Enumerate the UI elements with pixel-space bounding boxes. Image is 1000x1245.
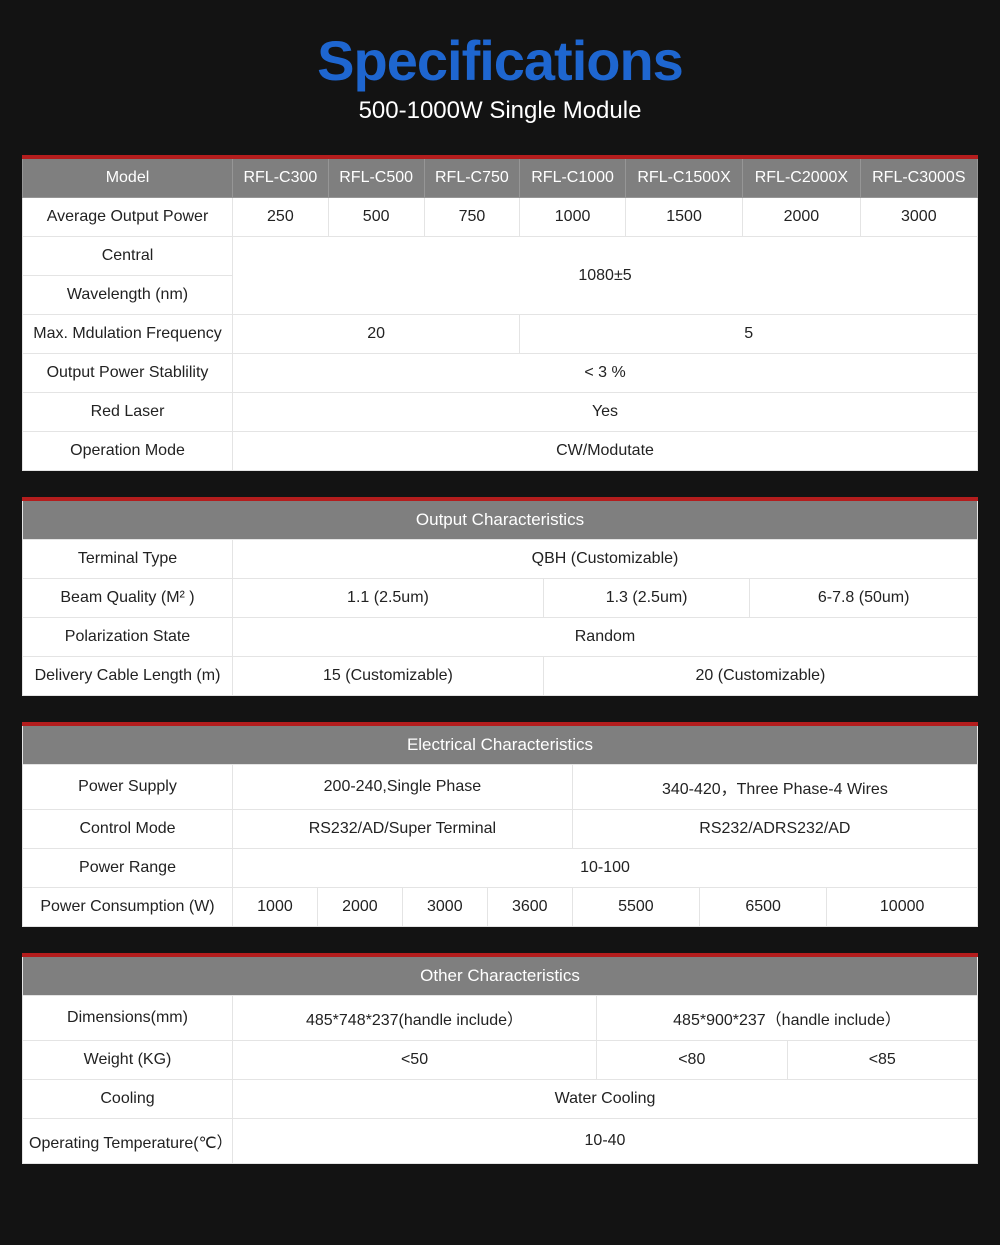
col-model: RFL-C750 bbox=[424, 157, 520, 198]
row-label: Power Supply bbox=[23, 765, 233, 810]
row-label: Delivery Cable Length (m) bbox=[23, 657, 233, 696]
col-model: RFL-C300 bbox=[233, 157, 329, 198]
table-row: Terminal Type QBH (Customizable) bbox=[23, 540, 978, 579]
table-row: Delivery Cable Length (m) 15 (Customizab… bbox=[23, 657, 978, 696]
cell-merged: RS232/ADRS232/AD bbox=[572, 810, 977, 849]
table-row: Weight (KG) <50 <80 <85 bbox=[23, 1041, 978, 1080]
spec-page: Specifications 500-1000W Single Module M… bbox=[0, 0, 1000, 1230]
spec-table-electrical: Electrical Characteristics Power Supply … bbox=[22, 722, 978, 927]
cell-merged: QBH (Customizable) bbox=[233, 540, 978, 579]
cell-merged: RS232/AD/Super Terminal bbox=[233, 810, 573, 849]
cell: 500 bbox=[328, 198, 424, 237]
cell-merged: 5 bbox=[520, 315, 978, 354]
col-model: RFL-C500 bbox=[328, 157, 424, 198]
row-label: Beam Quality (M² ) bbox=[23, 579, 233, 618]
row-label: Terminal Type bbox=[23, 540, 233, 579]
cell: 3000 bbox=[860, 198, 977, 237]
cell: 5500 bbox=[572, 888, 699, 927]
cell-merged: 485*900*237（handle include） bbox=[597, 996, 978, 1041]
cell: 1500 bbox=[625, 198, 742, 237]
table-row: Power Consumption (W) 1000 2000 3000 360… bbox=[23, 888, 978, 927]
col-model: RFL-C2000X bbox=[743, 157, 860, 198]
spec-table-main: Model RFL-C300 RFL-C500 RFL-C750 RFL-C10… bbox=[22, 155, 978, 471]
table-row: Beam Quality (M² ) 1.1 (2.5um) 1.3 (2.5u… bbox=[23, 579, 978, 618]
table-row: Dimensions(mm) 485*748*237(handle includ… bbox=[23, 996, 978, 1041]
row-label: Average Output Power bbox=[23, 198, 233, 237]
cell-merged: <50 bbox=[233, 1041, 597, 1080]
page-subtitle: 500-1000W Single Module bbox=[22, 97, 978, 125]
spec-table-output: Output Characteristics Terminal Type QBH… bbox=[22, 497, 978, 696]
cell-merged: 20 (Customizable) bbox=[543, 657, 977, 696]
table-row: Power Range 10-100 bbox=[23, 849, 978, 888]
cell-merged: 10-100 bbox=[233, 849, 978, 888]
table-row: Max. Mdulation Frequency 20 5 bbox=[23, 315, 978, 354]
table-row: Output Power Stablility < 3 % bbox=[23, 354, 978, 393]
cell: 1000 bbox=[520, 198, 626, 237]
col-model: RFL-C1500X bbox=[625, 157, 742, 198]
table-row: Red Laser Yes bbox=[23, 393, 978, 432]
section-header: Electrical Characteristics bbox=[23, 724, 978, 765]
col-model-label: Model bbox=[23, 157, 233, 198]
row-label: Operation Mode bbox=[23, 432, 233, 471]
row-label: Power Range bbox=[23, 849, 233, 888]
cell-merged: 20 bbox=[233, 315, 520, 354]
row-label: Red Laser bbox=[23, 393, 233, 432]
table-row: Power Supply 200-240,Single Phase 340-42… bbox=[23, 765, 978, 810]
cell-merged: 340-420，Three Phase-4 Wires bbox=[572, 765, 977, 810]
cell: 750 bbox=[424, 198, 520, 237]
section-title: Output Characteristics bbox=[23, 499, 978, 540]
cell-merged: CW/Modutate bbox=[233, 432, 978, 471]
row-label: Polarization State bbox=[23, 618, 233, 657]
page-title: Specifications bbox=[22, 28, 978, 93]
row-label: Cooling bbox=[23, 1080, 233, 1119]
col-model: RFL-C1000 bbox=[520, 157, 626, 198]
cell: 250 bbox=[233, 198, 329, 237]
section-title: Other Characteristics bbox=[23, 955, 978, 996]
table-row: Average Output Power 250 500 750 1000 15… bbox=[23, 198, 978, 237]
table-row: Central 1080±5 bbox=[23, 237, 978, 276]
cell-merged: 10-40 bbox=[233, 1119, 978, 1164]
section-title: Electrical Characteristics bbox=[23, 724, 978, 765]
cell-merged: Yes bbox=[233, 393, 978, 432]
cell-merged: 200-240,Single Phase bbox=[233, 765, 573, 810]
row-label: Weight (KG) bbox=[23, 1041, 233, 1080]
row-label: Operating Temperature(℃） bbox=[23, 1119, 233, 1164]
cell-merged: Random bbox=[233, 618, 978, 657]
cell-merged: 1080±5 bbox=[233, 237, 978, 315]
cell: <85 bbox=[787, 1041, 977, 1080]
section-header: Other Characteristics bbox=[23, 955, 978, 996]
col-model: RFL-C3000S bbox=[860, 157, 977, 198]
table-header-row: Model RFL-C300 RFL-C500 RFL-C750 RFL-C10… bbox=[23, 157, 978, 198]
table-row: Operating Temperature(℃） 10-40 bbox=[23, 1119, 978, 1164]
row-label: Central bbox=[23, 237, 233, 276]
cell-merged: 1.1 (2.5um) bbox=[233, 579, 544, 618]
row-label: Control Mode bbox=[23, 810, 233, 849]
cell: <80 bbox=[597, 1041, 787, 1080]
cell: 1000 bbox=[233, 888, 318, 927]
cell: 3000 bbox=[402, 888, 487, 927]
row-label: Power Consumption (W) bbox=[23, 888, 233, 927]
cell-merged: 15 (Customizable) bbox=[233, 657, 544, 696]
spec-table-other: Other Characteristics Dimensions(mm) 485… bbox=[22, 953, 978, 1164]
cell: 1.3 (2.5um) bbox=[543, 579, 749, 618]
cell: 6500 bbox=[700, 888, 827, 927]
cell-merged: < 3 % bbox=[233, 354, 978, 393]
section-header: Output Characteristics bbox=[23, 499, 978, 540]
table-row: Operation Mode CW/Modutate bbox=[23, 432, 978, 471]
cell: 2000 bbox=[317, 888, 402, 927]
cell-merged: 6-7.8 (50um) bbox=[750, 579, 978, 618]
row-label: Max. Mdulation Frequency bbox=[23, 315, 233, 354]
row-label: Dimensions(mm) bbox=[23, 996, 233, 1041]
cell: 3600 bbox=[487, 888, 572, 927]
cell: 2000 bbox=[743, 198, 860, 237]
row-label: Wavelength (nm) bbox=[23, 276, 233, 315]
table-row: Cooling Water Cooling bbox=[23, 1080, 978, 1119]
table-row: Polarization State Random bbox=[23, 618, 978, 657]
table-row: Control Mode RS232/AD/Super Terminal RS2… bbox=[23, 810, 978, 849]
cell-merged: 485*748*237(handle include） bbox=[233, 996, 597, 1041]
cell-merged: Water Cooling bbox=[233, 1080, 978, 1119]
row-label: Output Power Stablility bbox=[23, 354, 233, 393]
cell: 10000 bbox=[827, 888, 978, 927]
